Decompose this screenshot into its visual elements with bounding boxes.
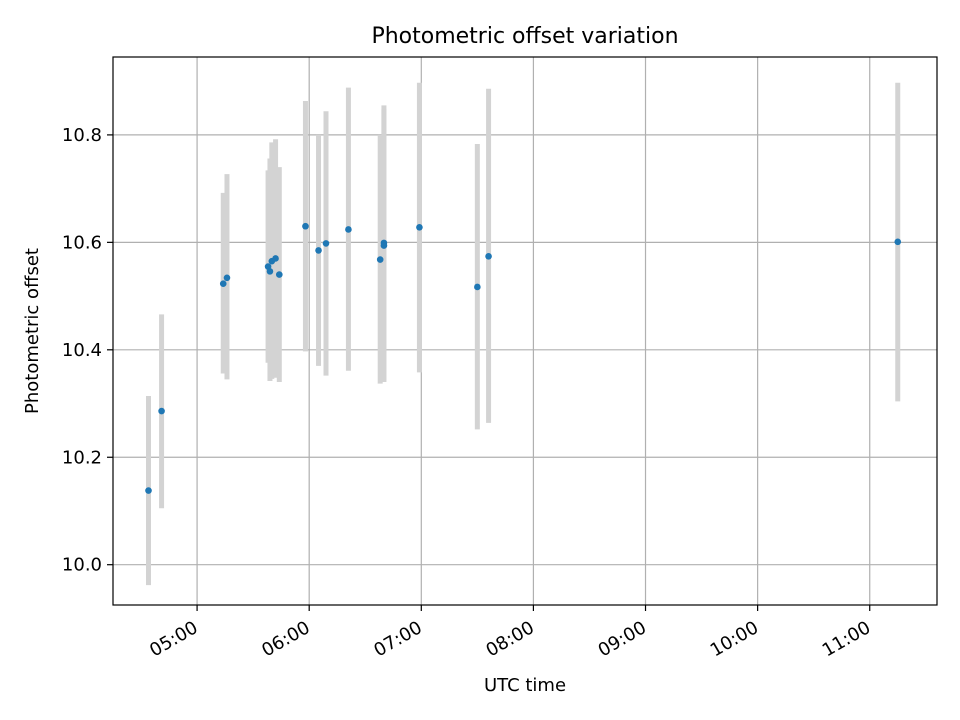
data-point xyxy=(266,268,274,275)
y-axis-ticks: 10.0 10.2 10.4 10.6 10.8 xyxy=(62,125,113,576)
y-axis-label: Photometric offset xyxy=(22,248,43,414)
data-point xyxy=(219,280,227,288)
grid xyxy=(113,57,937,605)
y-tick-label: 10.4 xyxy=(62,340,102,361)
data-point xyxy=(376,256,384,263)
data-point xyxy=(223,274,231,282)
y-tick-label: 10.6 xyxy=(62,232,102,253)
error-bars xyxy=(146,82,901,586)
data-point xyxy=(474,283,481,291)
data-point xyxy=(145,487,152,494)
data-point xyxy=(302,222,309,230)
chart-title: Photometric offset variation xyxy=(371,24,678,49)
data-point xyxy=(345,226,352,233)
x-axis-ticks: 05:00 06:00 07:00 08:00 09:00 10:00 11:00 xyxy=(146,605,874,661)
y-tick-label: 10.0 xyxy=(62,555,102,576)
data-point xyxy=(485,253,492,260)
plot-frame xyxy=(112,56,938,606)
x-tick-label: 07:00 xyxy=(370,617,425,661)
x-axis-label: UTC time xyxy=(484,675,566,696)
y-tick-label: 10.2 xyxy=(62,447,102,468)
data-point xyxy=(380,242,388,249)
x-tick-label: 06:00 xyxy=(258,617,313,661)
data-point xyxy=(272,255,279,262)
x-tick-label: 05:00 xyxy=(146,617,201,661)
data-point xyxy=(322,240,330,247)
x-tick-label: 11:00 xyxy=(819,617,874,661)
data-point xyxy=(315,247,322,254)
data-point xyxy=(158,407,165,415)
x-tick-label: 09:00 xyxy=(595,617,650,661)
data-point xyxy=(894,238,902,246)
x-tick-label: 08:00 xyxy=(482,617,537,661)
data-point xyxy=(416,224,423,231)
data-points xyxy=(145,222,902,494)
data-point xyxy=(275,271,283,278)
x-tick-label: 10:00 xyxy=(707,617,762,661)
y-tick-label: 10.8 xyxy=(62,125,102,146)
